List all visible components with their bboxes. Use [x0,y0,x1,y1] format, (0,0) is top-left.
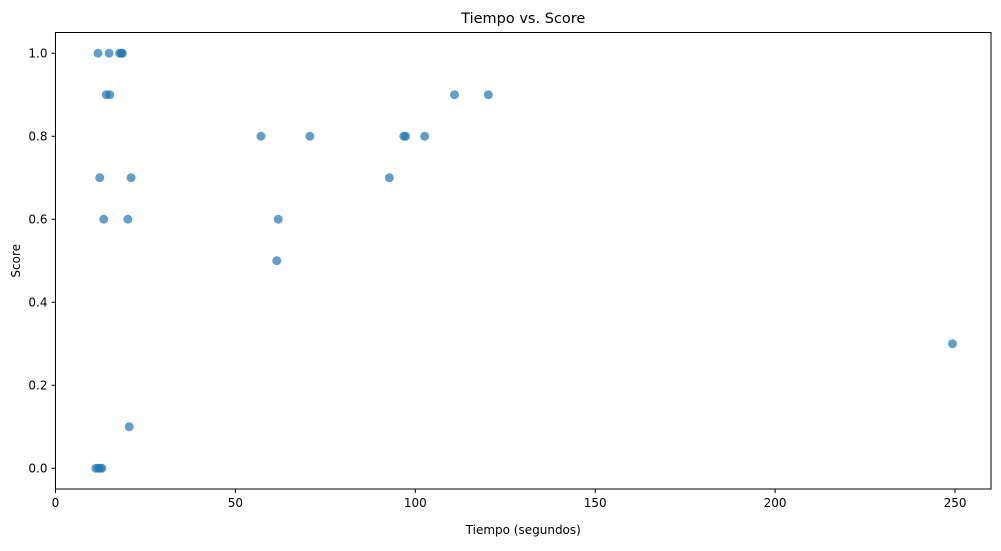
x-tick-label: 200 [764,496,787,510]
chart-title: Tiempo vs. Score [460,11,585,27]
data-point [450,90,460,100]
data-points [91,48,958,473]
y-axis-ticks: 0.0 0.2 0.4 0.6 0.8 1.0 [28,46,56,475]
data-point [104,48,114,58]
y-tick-label: 0.6 [28,212,47,226]
data-point [273,214,283,224]
x-axis-ticks: 0 50 100 150 200 250 [52,489,967,510]
y-tick-label: 1.0 [28,46,47,60]
data-point [420,131,430,141]
data-point [97,463,107,473]
data-point [93,48,103,58]
data-point [126,173,136,183]
y-tick-label: 0.0 [28,461,47,475]
data-point [483,90,493,100]
x-tick-label: 250 [944,496,967,510]
y-tick-label: 0.4 [28,295,47,309]
data-point [948,339,958,349]
data-point [124,422,134,432]
data-point [123,214,133,224]
y-tick-label: 0.8 [28,129,47,143]
x-tick-label: 150 [584,496,607,510]
data-point [384,173,394,183]
x-tick-label: 0 [52,496,60,510]
y-axis-label: Score [9,244,23,278]
x-tick-label: 50 [228,496,243,510]
data-point [95,173,105,183]
data-point [401,131,411,141]
plot-area-frame [55,32,992,490]
data-point [105,90,115,100]
data-point [272,256,282,266]
data-point [256,131,266,141]
x-tick-label: 100 [404,496,427,510]
y-tick-label: 0.2 [28,378,47,392]
data-point [99,214,109,224]
data-point [305,131,315,141]
data-point [117,48,127,58]
x-axis-label: Tiempo (segundos) [465,523,581,537]
